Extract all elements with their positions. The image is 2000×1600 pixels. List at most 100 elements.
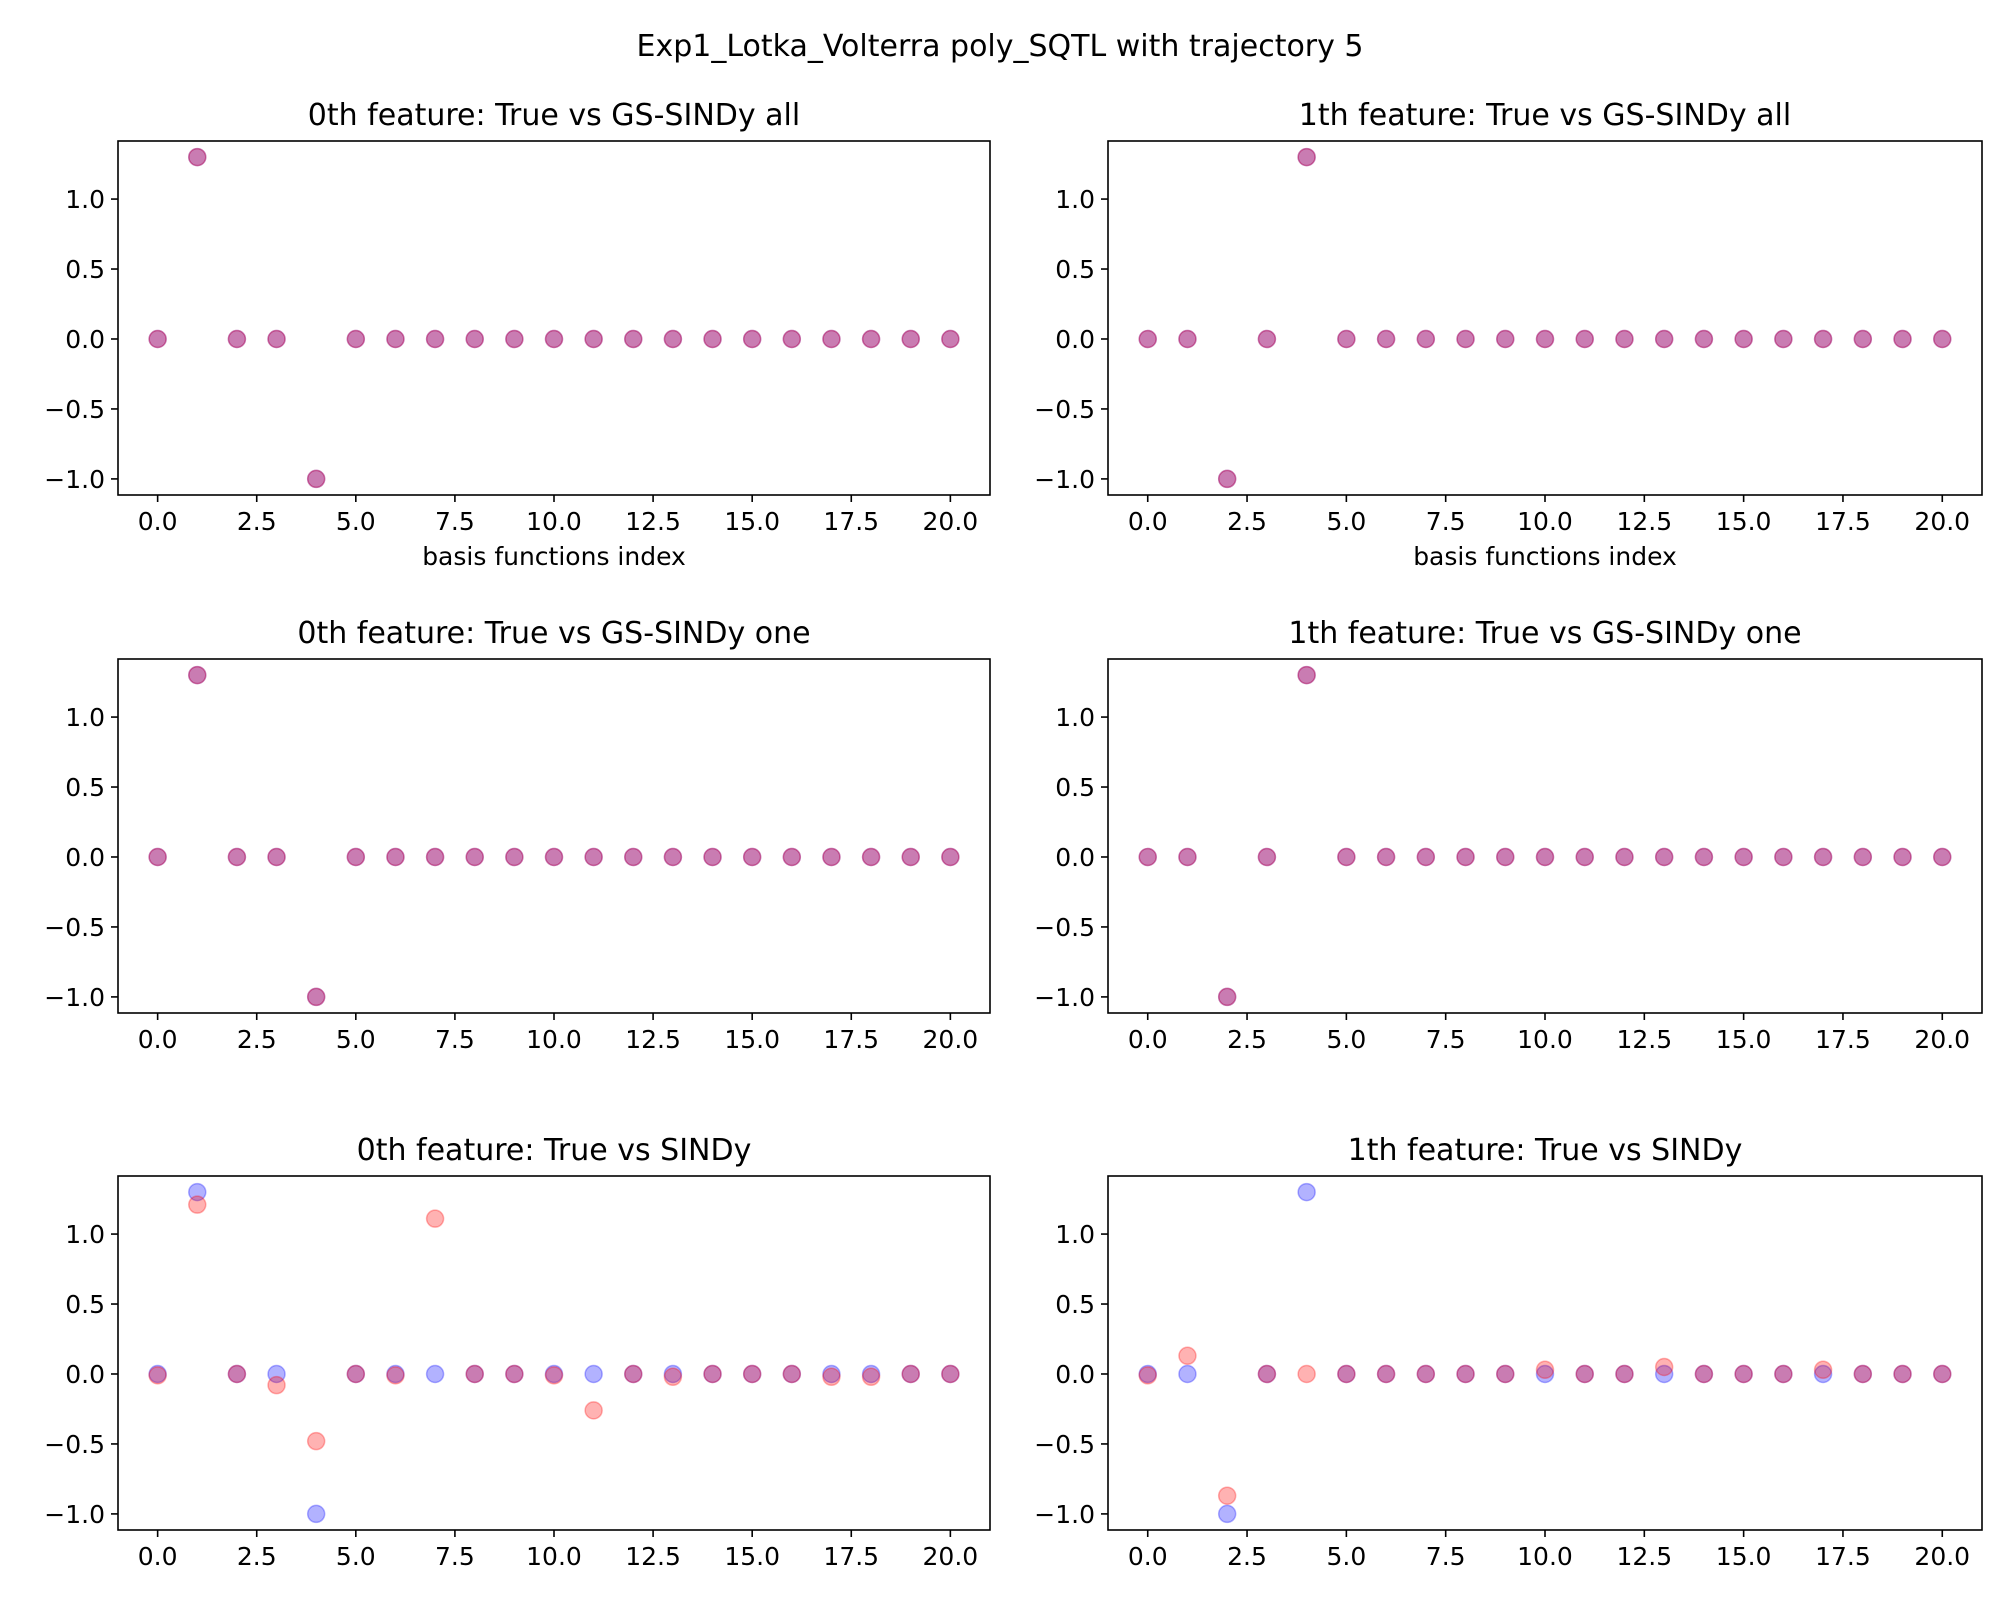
y-tick-label: −1.0 bbox=[1034, 983, 1095, 1012]
true-point bbox=[386, 847, 405, 867]
axes-frame bbox=[117, 1175, 991, 1531]
true-point bbox=[1456, 847, 1475, 867]
y-tick-label: −0.5 bbox=[1034, 395, 1095, 424]
estimate-point bbox=[1535, 1360, 1555, 1380]
x-tick-label: 7.5 bbox=[435, 1542, 475, 1571]
estimate-point bbox=[1734, 1364, 1753, 1384]
true-point bbox=[663, 1364, 683, 1384]
x-tick-label: 7.5 bbox=[435, 507, 475, 536]
true-point bbox=[782, 847, 802, 867]
estimate-point bbox=[703, 1364, 722, 1384]
y-tick-label: −1.0 bbox=[44, 1500, 105, 1529]
estimate-point bbox=[148, 1366, 167, 1385]
true-point bbox=[861, 329, 881, 349]
estimate-point bbox=[346, 1364, 366, 1384]
true-point bbox=[1138, 329, 1157, 349]
subplot-title: 0th feature: True vs GS-SINDy one bbox=[297, 616, 810, 651]
x-tick-label: 17.5 bbox=[823, 507, 879, 536]
true-point bbox=[1416, 1364, 1436, 1384]
estimate-point bbox=[584, 847, 603, 867]
true-point bbox=[1933, 1364, 1952, 1384]
true-point bbox=[346, 329, 366, 349]
y-tick-label: 1.0 bbox=[1055, 185, 1095, 214]
true-point bbox=[1257, 1364, 1277, 1384]
true-point bbox=[584, 847, 603, 867]
x-tick-label: 15.0 bbox=[1716, 1542, 1772, 1571]
x-tick-label: 17.5 bbox=[1815, 507, 1871, 536]
true-point bbox=[1178, 1364, 1197, 1384]
true-point bbox=[941, 329, 960, 349]
true-point bbox=[624, 1364, 643, 1384]
true-point bbox=[1217, 1504, 1237, 1524]
true-point bbox=[624, 329, 643, 349]
true-point bbox=[901, 1364, 920, 1384]
y-tick-label: −1.0 bbox=[1034, 465, 1095, 494]
y-tick-label: 1.0 bbox=[65, 1220, 105, 1249]
estimate-point bbox=[1496, 1364, 1515, 1384]
estimate-point bbox=[901, 847, 920, 867]
estimate-point bbox=[227, 1364, 247, 1384]
x-tick-label: 17.5 bbox=[823, 1542, 879, 1571]
estimate-point bbox=[1376, 1364, 1396, 1384]
true-point bbox=[1734, 847, 1753, 867]
true-point bbox=[663, 329, 683, 349]
x-tick-label: 5.0 bbox=[336, 507, 376, 536]
estimate-point bbox=[1853, 329, 1873, 349]
true-point bbox=[227, 329, 247, 349]
x-tick-label: 17.5 bbox=[823, 1025, 879, 1054]
subplot-1: 1th feature: True vs GS-SINDy all 0.0 2.5 5… bbox=[1034, 98, 1983, 571]
x-tick-label: 2.5 bbox=[237, 1542, 277, 1571]
true-point bbox=[1853, 329, 1873, 349]
x-tick-label: 20.0 bbox=[1914, 1025, 1970, 1054]
estimate-point bbox=[742, 847, 762, 867]
y-tick-label: 1.0 bbox=[65, 703, 105, 732]
estimate-point bbox=[1416, 847, 1436, 867]
subplot-title: 0th feature: True vs GS-SINDy all bbox=[308, 98, 800, 133]
true-point bbox=[1893, 847, 1912, 867]
estimate-point bbox=[861, 847, 881, 867]
estimate-point bbox=[505, 329, 524, 349]
estimate-point bbox=[624, 329, 643, 349]
estimate-point bbox=[1138, 329, 1157, 349]
x-tick-label: 5.0 bbox=[336, 1542, 376, 1571]
estimate-point bbox=[1575, 329, 1594, 349]
estimate-point bbox=[1893, 329, 1912, 349]
x-tick-label: 7.5 bbox=[1426, 507, 1466, 536]
true-point bbox=[1615, 1364, 1634, 1384]
true-point bbox=[1337, 1364, 1356, 1384]
true-point bbox=[1774, 329, 1793, 349]
true-point bbox=[544, 847, 564, 867]
true-point bbox=[1813, 329, 1833, 349]
x-axis-label: basis functions index bbox=[422, 542, 686, 571]
estimate-point bbox=[188, 147, 207, 167]
x-tick-label: 12.5 bbox=[1616, 1542, 1672, 1571]
true-point bbox=[148, 1364, 167, 1384]
estimate-point bbox=[465, 329, 484, 349]
true-point bbox=[1654, 1364, 1674, 1384]
axes-frame bbox=[117, 658, 991, 1014]
estimate-point bbox=[1654, 1357, 1674, 1377]
y-tick-label: −0.5 bbox=[44, 395, 105, 424]
estimate-point bbox=[1416, 1364, 1436, 1384]
true-point bbox=[306, 469, 326, 489]
estimate-point bbox=[1694, 847, 1714, 867]
x-tick-label: 7.5 bbox=[435, 1025, 475, 1054]
x-tick-label: 20.0 bbox=[923, 1542, 979, 1571]
x-tick-label: 17.5 bbox=[1815, 1542, 1871, 1571]
estimate-point bbox=[1257, 1364, 1277, 1384]
true-point bbox=[1535, 847, 1555, 867]
y-tick-label: 0.5 bbox=[65, 773, 105, 802]
estimate-point bbox=[544, 1366, 564, 1385]
x-tick-label: 5.0 bbox=[1326, 1025, 1366, 1054]
true-point bbox=[1178, 847, 1197, 867]
estimate-point bbox=[1217, 1486, 1237, 1505]
estimate-point bbox=[1853, 1364, 1873, 1384]
axes-frame bbox=[1107, 658, 1983, 1014]
true-point bbox=[1813, 1364, 1833, 1384]
subplot-5: 1th feature: True vs SINDy 0.0 2.5 5.0 7.5 10… bbox=[1034, 1133, 1983, 1571]
estimate-point bbox=[1774, 329, 1793, 349]
true-point bbox=[505, 329, 524, 349]
y-tick-label: 1.0 bbox=[1055, 1220, 1095, 1249]
estimate-point bbox=[1654, 329, 1674, 349]
estimate-point bbox=[663, 847, 683, 867]
